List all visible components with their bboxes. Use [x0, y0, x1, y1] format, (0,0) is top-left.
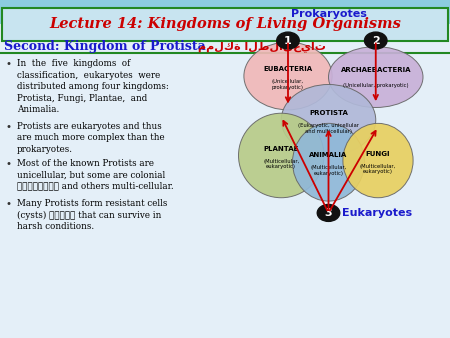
Text: •: • [5, 59, 11, 69]
Ellipse shape [281, 84, 376, 155]
Ellipse shape [292, 123, 364, 201]
Text: (Multicellular,
eukaryotic): (Multicellular, eukaryotic) [263, 159, 299, 169]
Text: Lecture 14: Kingdoms of Living Organisms: Lecture 14: Kingdoms of Living Organisms [49, 17, 401, 31]
Text: 3: 3 [325, 208, 332, 218]
FancyBboxPatch shape [2, 8, 448, 41]
Text: 1: 1 [284, 35, 292, 46]
Text: (Multicellular,
eukaryotic): (Multicellular, eukaryotic) [360, 164, 396, 174]
Text: •: • [5, 199, 11, 210]
Text: Second: Kingdom of Protista: Second: Kingdom of Protista [4, 40, 206, 53]
Text: Eukaryotes: Eukaryotes [342, 208, 412, 218]
Text: ARCHAEBACTERIA: ARCHAEBACTERIA [341, 67, 411, 73]
Text: (Unicellular, prokaryotic): (Unicellular, prokaryotic) [343, 83, 409, 88]
Ellipse shape [238, 113, 324, 198]
Circle shape [277, 32, 299, 49]
Ellipse shape [328, 47, 423, 107]
Ellipse shape [244, 42, 332, 110]
Text: Most of the known Protists are
unicellular, but some are colonial
مستعمرات and o: Most of the known Protists are unicellul… [17, 159, 173, 191]
Text: EUBACTERIA: EUBACTERIA [263, 66, 313, 72]
Text: Many Protists form resistant cells
(cysts) حوصلة that can survive in
harsh condi: Many Protists form resistant cells (cyst… [17, 199, 167, 232]
Text: FUNGI: FUNGI [366, 151, 390, 157]
Text: In  the  five  kingdoms  of
classification,  eukaryotes  were
distributed among : In the five kingdoms of classification, … [17, 59, 168, 114]
Text: ANIMALIA: ANIMALIA [310, 152, 347, 159]
Text: PROTISTA: PROTISTA [309, 110, 348, 116]
Text: مملكة الطلائعيات: مملكة الطلائعيات [198, 41, 326, 52]
Text: Prokaryotes: Prokaryotes [291, 8, 366, 19]
Text: Protists are eukaryotes and thus
are much more complex than the
prokaryotes.: Protists are eukaryotes and thus are muc… [17, 122, 164, 153]
FancyBboxPatch shape [0, 0, 450, 24]
Text: 2: 2 [372, 35, 380, 46]
Text: PLANTAE: PLANTAE [264, 146, 299, 152]
Text: (Eukaryotic, unicellular
and multicellular): (Eukaryotic, unicellular and multicellul… [298, 123, 359, 134]
Text: •: • [5, 159, 11, 169]
Text: •: • [5, 122, 11, 132]
Text: (Multicellular,
eukaryotic): (Multicellular, eukaryotic) [310, 165, 346, 176]
Ellipse shape [343, 123, 413, 198]
Circle shape [364, 32, 387, 49]
Text: (Unicellular,
prokaryotic): (Unicellular, prokaryotic) [272, 79, 304, 90]
FancyBboxPatch shape [0, 24, 450, 338]
Circle shape [317, 204, 340, 221]
